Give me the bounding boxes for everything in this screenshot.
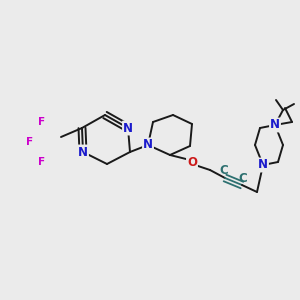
Text: N: N — [123, 122, 133, 134]
Text: C: C — [220, 164, 228, 178]
Text: N: N — [78, 146, 88, 158]
Text: N: N — [143, 139, 153, 152]
Text: O: O — [187, 155, 197, 169]
Text: C: C — [238, 172, 247, 184]
Text: F: F — [38, 117, 46, 127]
Text: F: F — [38, 157, 46, 167]
Text: N: N — [258, 158, 268, 172]
Text: N: N — [270, 118, 280, 131]
Text: F: F — [26, 137, 34, 147]
